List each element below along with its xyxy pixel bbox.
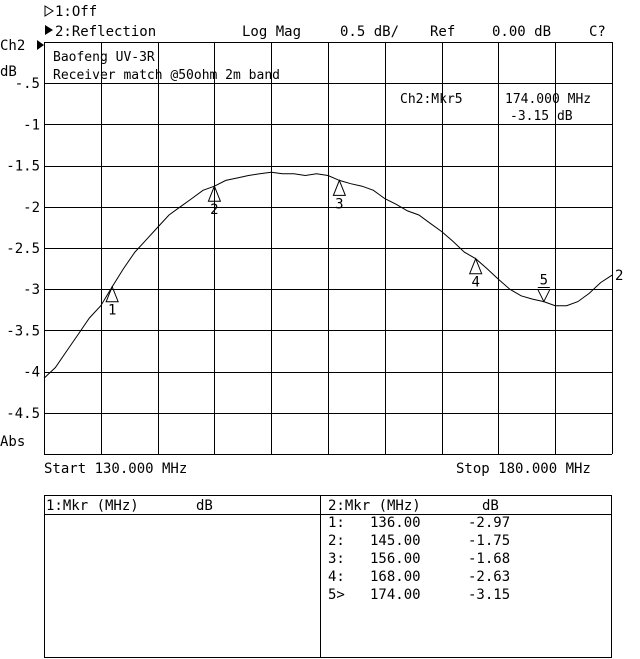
ch2-table-header-db: dB: [482, 498, 499, 514]
marker-table: [44, 495, 612, 658]
marker-row-freq: 168.00: [370, 569, 421, 585]
marker-row-db: -1.75: [468, 533, 510, 549]
y-tick-label: -4.5: [6, 406, 40, 422]
y-tick-label: -3.5: [6, 323, 40, 339]
marker-row-id: 2:: [328, 533, 345, 549]
trace-end-label: 2: [615, 268, 623, 284]
marker-row-id: 4:: [328, 569, 345, 585]
annotation-line1: Baofeng UV-3R: [53, 50, 155, 65]
marker-row-freq: 156.00: [370, 551, 421, 567]
cal-status: C?: [589, 24, 606, 40]
active-marker-value: -3.15 dB: [510, 109, 573, 124]
y-tick-label: -2.5: [6, 241, 40, 257]
y-tick-label: -2: [23, 200, 40, 216]
ch1-table-header-mkr: 1:Mkr (MHz): [46, 498, 139, 514]
abs-label: Abs: [0, 434, 25, 450]
marker-2-label: 2: [210, 202, 218, 218]
marker-5-triangle-icon: [537, 287, 551, 303]
marker-row-db: -2.63: [468, 569, 510, 585]
channel-label: Ch2: [0, 38, 25, 54]
marker-5-label: 5: [540, 273, 548, 289]
y-tick-label: -.5: [15, 76, 40, 92]
marker-row-db: -3.15: [468, 587, 510, 603]
trace-layer: 2: [43, 171, 623, 379]
marker-row-db: -2.97: [468, 515, 510, 531]
channel2-pointer-icon: [45, 25, 53, 35]
marker-4-label: 4: [471, 275, 479, 291]
ch2-marker-rows: 1: 136.00 -2.97 2: 145.00 -1.75 3: 156.00 -1.68 4…: [328, 515, 510, 603]
ref-value: 0.00 dB: [492, 24, 551, 40]
graticule: [44, 42, 613, 455]
marker-3-label: 3: [335, 196, 343, 212]
ref-position-arrow-icon: [37, 40, 44, 50]
y-tick-labels: -.5 -1 -1.5 -2 -2.5 -3 -3.5 -4 -4.5: [6, 76, 40, 422]
markers-layer: 1 2 3 4 5: [105, 179, 551, 319]
y-tick-label: -1.5: [6, 159, 40, 175]
marker-row-id: 1:: [328, 515, 345, 531]
marker-row-freq: 136.00: [370, 515, 421, 531]
ch2-table-header-mkr: 2:Mkr (MHz): [328, 498, 421, 514]
stop-frequency: Stop 180.000 MHz: [456, 461, 591, 477]
y-tick-label: -4: [23, 365, 40, 381]
ch1-table-header-db: dB: [196, 498, 213, 514]
marker-row-id: 5>: [328, 587, 345, 603]
ch2-status: 2:Reflection: [55, 24, 156, 40]
marker-row-freq: 145.00: [370, 533, 421, 549]
ref-label: Ref: [430, 24, 455, 40]
marker-4-triangle-icon: [468, 257, 483, 275]
format-label: Log Mag: [242, 24, 301, 40]
annotation-line2: Receiver match @50ohm 2m band: [53, 68, 280, 83]
marker-1-label: 1: [108, 303, 116, 319]
marker-2-triangle-icon: [207, 184, 222, 202]
start-frequency: Start 130.000 MHz: [44, 461, 187, 477]
active-marker-freq: 174.000 MHz: [505, 92, 591, 107]
unit-label: dB: [0, 64, 17, 80]
ch1-status: 1:Off: [55, 4, 97, 20]
marker-row-freq: 174.00: [370, 587, 421, 603]
marker-3-triangle-icon: [332, 179, 347, 196]
active-marker-label: Ch2:Mkr5: [400, 92, 463, 107]
marker-row-id: 3:: [328, 551, 345, 567]
y-tick-label: -3: [23, 282, 40, 298]
channel1-pointer-icon: [44, 5, 54, 17]
y-tick-label: -1: [23, 117, 40, 133]
marker-row-db: -1.68: [468, 551, 510, 567]
trace-line: [43, 171, 613, 379]
marker-1-triangle-icon: [105, 285, 119, 303]
scale-label: 0.5 dB/: [340, 24, 399, 40]
